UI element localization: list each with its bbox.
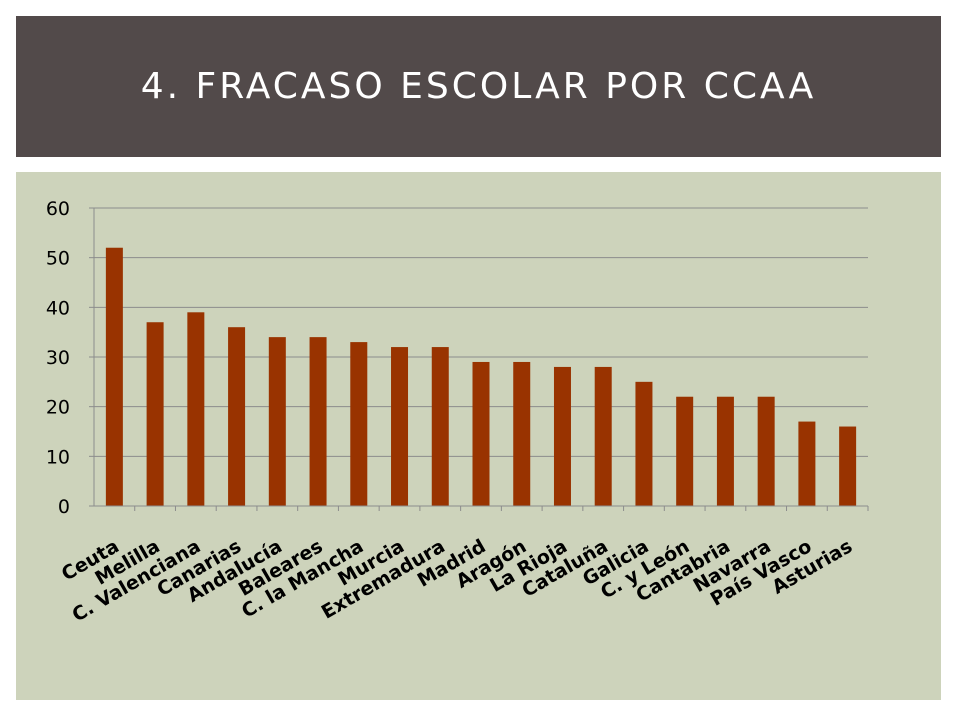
title-banner: 4. Fracaso escolar por CCAA [16, 16, 941, 157]
bar [594, 366, 612, 506]
bar [757, 396, 775, 506]
y-tick-label: 40 [46, 297, 70, 319]
bar [268, 337, 286, 506]
y-tick-label: 50 [46, 248, 70, 270]
axes [93, 208, 868, 507]
bar [716, 396, 734, 506]
bar [228, 327, 246, 506]
bar [798, 421, 816, 506]
bar [513, 361, 531, 506]
bar [839, 426, 857, 506]
bar [309, 337, 327, 506]
y-tick-label: 10 [46, 446, 70, 468]
slide-title: 4. Fracaso escolar por CCAA [140, 66, 817, 107]
bar [350, 342, 368, 506]
y-tick-label: 0 [58, 496, 70, 518]
bar [391, 347, 409, 506]
y-tick-label: 60 [46, 198, 70, 220]
bar [187, 312, 205, 506]
bar [553, 366, 571, 506]
bars [105, 247, 857, 506]
bar [472, 361, 490, 506]
bar [105, 247, 123, 506]
y-tick-labels: 0 10 20 30 40 50 60 [46, 198, 70, 518]
y-tick-label: 20 [46, 397, 70, 419]
bar [431, 347, 449, 506]
bar [146, 322, 164, 506]
y-tick-label: 30 [46, 347, 70, 369]
bar [635, 381, 653, 506]
bar [676, 396, 694, 506]
